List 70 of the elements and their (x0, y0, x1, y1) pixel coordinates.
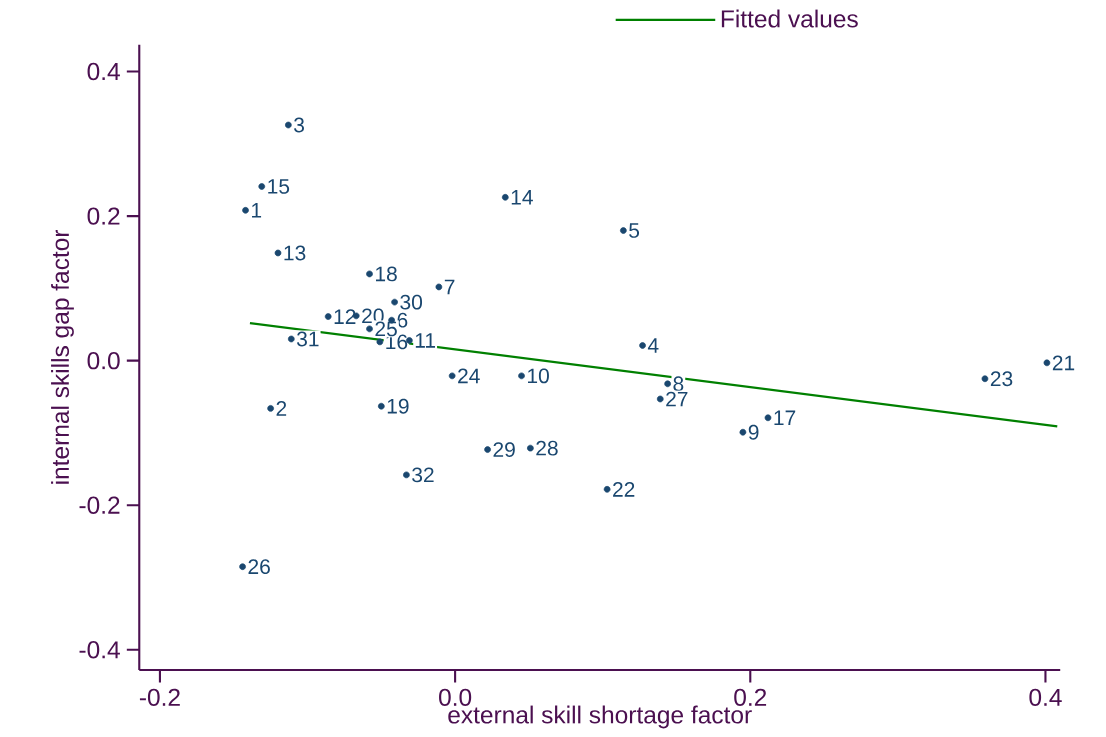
annotation: 23 (990, 371, 1013, 387)
point (377, 403, 385, 410)
point (403, 471, 410, 479)
annotation: 26 (248, 559, 270, 575)
point (527, 444, 534, 452)
annotation: 31 (296, 331, 319, 347)
annotation: 3 (294, 117, 304, 133)
annotation: 19 (387, 398, 409, 414)
point (287, 335, 295, 343)
point (639, 342, 646, 349)
point (739, 429, 747, 436)
y-axis-title: internal skills gap factor (51, 230, 74, 484)
annotation: 13 (284, 245, 306, 261)
annotation: 14 (511, 190, 533, 205)
point (656, 395, 664, 403)
annotation: 2 (276, 401, 287, 416)
y-tick-label: -0.2 (79, 496, 120, 515)
y-tick-label: -0.4 (79, 641, 120, 659)
x-tick-label: 0.2 (734, 688, 767, 707)
annotation: 6 (397, 312, 408, 328)
annotation: 24 (458, 368, 480, 384)
point (518, 372, 525, 380)
point (366, 270, 373, 278)
point (664, 380, 671, 388)
annotation: 12 (334, 309, 356, 325)
x-tick-label: 0.0 (439, 688, 472, 707)
y-tick-label: 0.4 (87, 62, 120, 81)
point (376, 338, 384, 346)
y-tick-label: 0.2 (87, 207, 120, 225)
y-tick-label: 0.0 (87, 352, 120, 370)
point (285, 121, 292, 129)
point (258, 183, 266, 190)
annotation: 21 (1052, 355, 1075, 371)
annotation: 11 (415, 333, 436, 348)
annotation: 15 (268, 179, 290, 194)
x-axis-title: external skill shortage factor (448, 705, 752, 729)
point (267, 405, 274, 412)
annotation: 17 (774, 410, 796, 426)
annotation: 22 (613, 482, 635, 497)
point (484, 446, 491, 454)
x-tick-label: 0.4 (1029, 688, 1062, 707)
annotation: 1 (252, 203, 262, 218)
point (366, 325, 373, 333)
point (242, 207, 249, 214)
point (448, 372, 456, 380)
point (764, 414, 772, 422)
annotation: 7 (444, 279, 455, 295)
annotation: 28 (536, 440, 558, 456)
point (1043, 359, 1051, 367)
annotation: 30 (400, 294, 423, 310)
point (435, 283, 443, 291)
point (274, 249, 282, 257)
annotation: 32 (412, 467, 434, 483)
point (391, 298, 398, 306)
point (239, 563, 246, 571)
annotation: 5 (629, 223, 640, 238)
x-tick-label: -0.2 (139, 688, 180, 707)
point (324, 313, 332, 321)
annotation: 29 (493, 442, 515, 458)
point (501, 194, 509, 201)
annotation: 9 (748, 424, 759, 440)
annotation: 27 (666, 391, 688, 407)
point (981, 375, 989, 383)
annotation: 4 (647, 338, 659, 353)
point (620, 227, 627, 235)
point (603, 486, 611, 493)
annotation: 18 (376, 266, 397, 282)
annotation: 10 (528, 368, 549, 384)
annotation: 8 (673, 376, 684, 392)
legend-label: Fitted values (721, 9, 858, 28)
